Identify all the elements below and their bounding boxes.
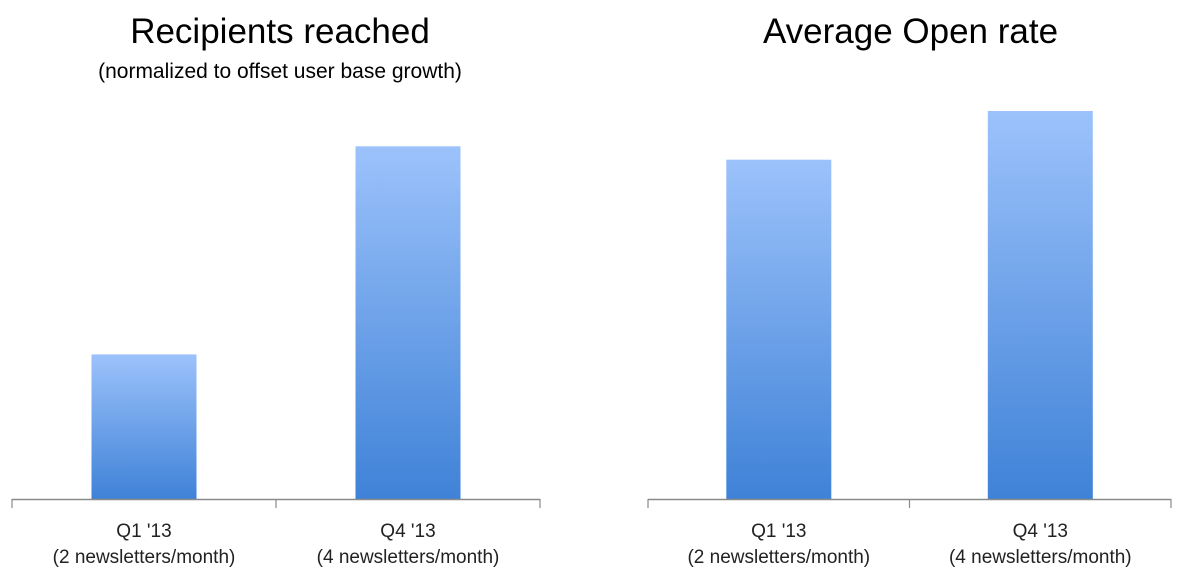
chart-title: Average Open rate	[762, 12, 1059, 51]
category-sublabel: (4 newsletters/month)	[317, 547, 500, 568]
recipients-reached-chart: Recipients reached (normalized to offset…	[0, 0, 560, 585]
bar-2	[355, 146, 461, 500]
bar-2	[987, 111, 1093, 499]
average-open-rate-chart: Average Open rate Q1 '13 (2 newsletters/m…	[630, 0, 1191, 585]
average-open-rate-plot: Q1 '13 (2 newsletters/month) Q4 '13 (4 news…	[647, 111, 1172, 568]
category-label: Q1 '13	[751, 521, 806, 542]
bar-1	[726, 159, 832, 499]
category-sublabel: (2 newsletters/month)	[53, 547, 236, 568]
category-sublabel: (2 newsletters/month)	[687, 547, 870, 568]
category-label: Q4 '13	[1013, 521, 1068, 542]
category-label: Q1 '13	[116, 521, 171, 542]
chart-title: Recipients reached	[130, 12, 430, 51]
recipients-reached-plot: Q1 '13 (2 newsletters/month) Q4 '13 (4 news…	[11, 146, 541, 568]
chart-subtitle: (normalized to offset user base growth)	[98, 60, 462, 83]
category-sublabel: (4 newsletters/month)	[949, 547, 1132, 568]
bar-1	[91, 354, 197, 499]
category-label: Q4 '13	[380, 521, 435, 542]
